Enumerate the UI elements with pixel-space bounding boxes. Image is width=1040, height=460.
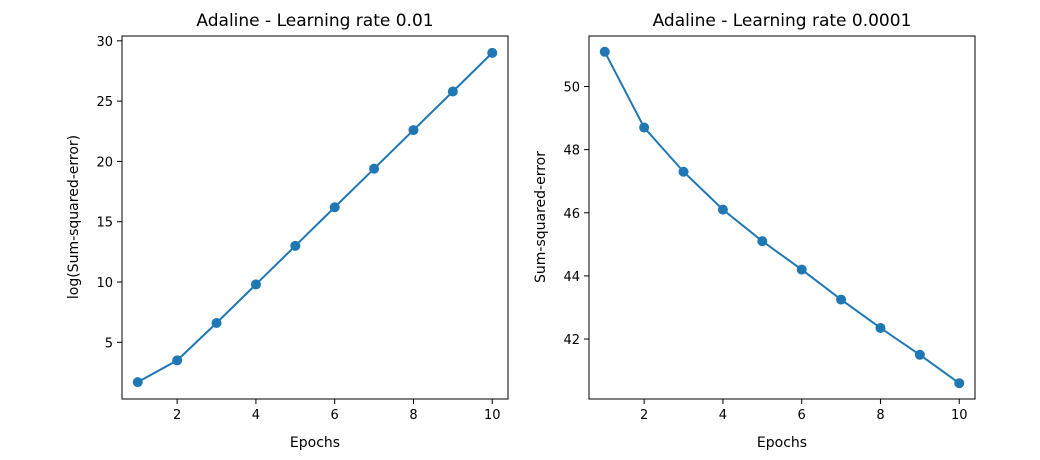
right-chart-x-axis-label: Epochs (757, 435, 807, 451)
right-chart: Adaline - Learning rate 0.0001 Epochs Su… (533, 11, 976, 451)
right-chart-y-axis-label: Sum-squared-error (533, 151, 549, 283)
left-chart-ticks: 2 4 6 8 10 5 10 15 20 25 30 (96, 35, 500, 423)
left-chart-x-tick-label: 4 (252, 408, 260, 423)
right-chart-series-line (603, 51, 960, 385)
left-chart-y-axis-label: log(Sum-squared-error) (66, 135, 82, 299)
right-chart-data-point (717, 204, 728, 215)
left-chart-data-point (329, 202, 340, 213)
left-chart-series-line (137, 52, 493, 383)
right-chart-data-point (836, 294, 847, 305)
left-chart-data-point (369, 163, 380, 174)
right-chart-x-tick-label: 10 (951, 408, 968, 423)
left-chart-y-tick-label: 15 (96, 216, 113, 231)
right-chart-y-tick-label: 44 (563, 270, 580, 285)
right-chart-x-tick-label: 8 (876, 408, 884, 423)
left-chart-title: Adaline - Learning rate 0.01 (196, 11, 433, 31)
left-chart: Adaline - Learning rate 0.01 Epochs log(… (66, 11, 509, 451)
right-chart-data-point (796, 264, 807, 275)
right-chart-title: Adaline - Learning rate 0.0001 (653, 11, 912, 31)
left-chart-axes-frame (121, 35, 509, 400)
right-chart-data-point (639, 122, 650, 133)
left-chart-data-point (487, 47, 498, 58)
right-chart-data-point (914, 349, 925, 360)
left-chart-y-tick-label: 5 (105, 336, 113, 351)
right-chart-data-point (954, 378, 965, 389)
left-chart-data-point (250, 279, 261, 290)
left-chart-y-tick-label: 25 (96, 95, 113, 110)
right-chart-x-tick-label: 2 (640, 408, 648, 423)
left-chart-x-tick-label: 2 (173, 408, 181, 423)
right-chart-data-point (599, 46, 610, 57)
left-chart-data-point (290, 240, 301, 251)
right-chart-data-point (678, 166, 689, 177)
right-chart-axes-frame (588, 35, 976, 400)
left-chart-x-tick-label: 10 (484, 408, 501, 423)
left-chart-y-tick-label: 10 (96, 276, 113, 291)
right-chart-plot (599, 46, 965, 389)
left-chart-data-point (172, 355, 183, 366)
right-chart-y-tick-label: 46 (563, 207, 580, 222)
right-chart-y-tick-label: 42 (563, 333, 580, 348)
left-chart-y-tick-label: 20 (96, 155, 113, 170)
right-chart-y-tick-label: 48 (563, 144, 580, 159)
left-chart-x-tick-label: 6 (331, 408, 339, 423)
left-chart-data-point (211, 318, 222, 329)
left-chart-x-axis-label: Epochs (290, 435, 340, 451)
left-chart-data-point (447, 86, 458, 97)
left-chart-plot (132, 47, 498, 388)
left-chart-x-tick-label: 8 (409, 408, 417, 423)
right-chart-x-tick-label: 4 (719, 408, 727, 423)
right-chart-y-tick-label: 50 (563, 81, 580, 96)
right-chart-data-point (757, 236, 768, 247)
right-chart-x-tick-label: 6 (798, 408, 806, 423)
left-chart-y-tick-label: 30 (96, 35, 113, 50)
right-chart-data-point (875, 322, 886, 333)
left-chart-data-point (408, 125, 419, 136)
left-chart-data-point (132, 377, 143, 388)
